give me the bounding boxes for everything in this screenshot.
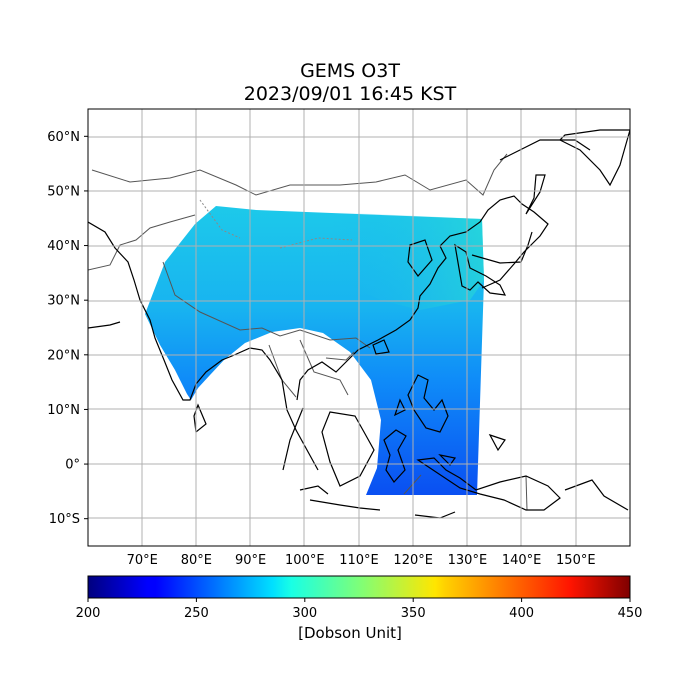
colorbar-tick-label: 300 [292,606,317,621]
colorbar-tick-label: 400 [509,606,534,621]
lon-tick-label: 80°E [181,553,212,568]
coastlines [88,129,630,519]
lat-tick-label: 40°N [47,239,80,254]
colorbar-label: [Dobson Unit] [298,624,402,642]
map-title: GEMS O3T [300,60,400,82]
lon-tick-label: 70°E [127,553,158,568]
lon-tick-label: 100°E [285,553,325,568]
colorbar-tick-label: 450 [618,606,643,621]
lat-tick-label: 0° [65,458,80,473]
lon-tick-label: 110°E [339,553,379,568]
lat-tick-label: 60°N [47,130,80,145]
ozone-swath-east-shade [330,212,484,310]
colorbar-ticks: 200 250 300 350 400 450 [76,598,643,621]
graticule [88,109,630,546]
lat-tick-label: 50°N [47,184,80,199]
lat-tick-label: 20°N [47,348,80,363]
lon-tick-label: 150°E [556,553,596,568]
lon-tick-label: 140°E [502,553,542,568]
colorbar-tick-label: 350 [401,606,426,621]
lat-tick-label: 30°N [47,294,80,309]
map-frame [87,108,631,547]
country-borders [88,153,528,511]
colorbar [87,575,631,599]
lon-tick-label: 120°E [393,553,433,568]
lon-tick-label: 90°E [235,553,266,568]
lat-tick-label: 10°N [47,403,80,418]
colorbar-tick-label: 250 [184,606,209,621]
map-area [88,109,630,546]
longitude-labels: 70°E 80°E 90°E 100°E 110°E 120°E 130°E 140°E 150… [127,553,596,568]
lat-tick-label: 10°S [49,512,80,527]
colorbar-tick-label: 200 [76,606,101,621]
map-subtitle: 2023/09/01 16:45 KST [243,83,457,105]
province-borders [199,199,353,249]
lon-tick-label: 130°E [448,553,488,568]
latitude-labels: 60°N 50°N 40°N 30°N 20°N 10°N 0° 10°S [47,130,88,527]
